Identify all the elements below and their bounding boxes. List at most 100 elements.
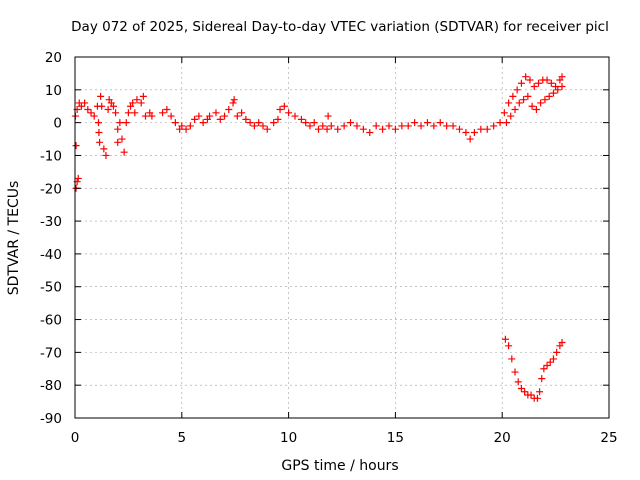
data-point — [230, 96, 238, 104]
data-point — [229, 99, 237, 107]
data-point — [112, 109, 120, 117]
data-point — [87, 109, 95, 117]
data-point — [411, 119, 419, 127]
y-tick-label: -70 — [40, 345, 62, 361]
x-axis-label: GPS time / hours — [281, 458, 398, 474]
data-point — [310, 119, 318, 127]
data-point — [250, 122, 258, 130]
data-point — [509, 92, 517, 100]
data-point — [528, 102, 536, 110]
data-point — [541, 96, 549, 104]
data-point — [285, 109, 293, 117]
data-point — [517, 384, 525, 392]
data-point — [84, 106, 92, 114]
data-point — [302, 119, 310, 127]
data-point — [206, 112, 214, 120]
data-point — [353, 122, 361, 130]
data-point — [558, 339, 566, 347]
data-point — [443, 122, 451, 130]
data-point — [148, 112, 156, 120]
x-tick-label: 5 — [178, 430, 187, 446]
data-point — [98, 102, 106, 110]
data-point — [94, 119, 102, 127]
data-point — [522, 73, 530, 81]
data-point — [122, 119, 130, 127]
data-point — [455, 125, 463, 133]
y-tick-label: -80 — [40, 378, 62, 394]
data-point — [97, 92, 105, 100]
data-point — [114, 125, 122, 133]
data-point — [477, 125, 485, 133]
data-point — [124, 109, 132, 117]
y-tick-label: -50 — [40, 280, 62, 296]
data-point — [449, 122, 457, 130]
data-point — [391, 125, 399, 133]
data-point — [104, 106, 112, 114]
y-tick-label: -90 — [40, 411, 62, 427]
data-point — [109, 102, 117, 110]
data-point — [340, 122, 348, 130]
y-tick-label: -30 — [40, 214, 62, 230]
data-point — [423, 119, 431, 127]
data-point — [540, 365, 548, 373]
data-point — [129, 99, 137, 107]
data-point — [263, 125, 271, 133]
data-point — [141, 112, 149, 120]
x-tick-label: 10 — [280, 430, 297, 446]
data-point — [526, 76, 534, 84]
x-tick-label: 20 — [494, 430, 511, 446]
data-point — [537, 99, 545, 107]
data-point — [259, 122, 267, 130]
data-point — [199, 119, 207, 127]
data-point — [462, 128, 470, 136]
y-tick-label: -20 — [40, 181, 62, 197]
data-point — [116, 119, 124, 127]
data-point — [159, 109, 167, 117]
data-point — [517, 79, 525, 87]
y-tick-label: -10 — [40, 148, 62, 164]
chart-title: Day 072 of 2025, Sidereal Day-to-day VTE… — [71, 19, 609, 35]
data-point — [496, 119, 504, 127]
data-point — [347, 119, 355, 127]
data-point — [280, 102, 288, 110]
data-point — [511, 368, 519, 376]
data-point — [417, 122, 425, 130]
data-point — [532, 106, 540, 114]
data-point — [131, 109, 139, 117]
data-point — [543, 361, 551, 369]
data-point — [385, 122, 393, 130]
data-point — [72, 142, 80, 150]
data-point — [430, 122, 438, 130]
data-point — [139, 92, 147, 100]
x-tick-label: 15 — [387, 430, 404, 446]
data-point — [533, 394, 541, 402]
data-point — [553, 348, 561, 356]
data-point — [242, 115, 250, 123]
data-point — [527, 391, 535, 399]
data-point — [216, 115, 224, 123]
data-point — [501, 335, 509, 343]
data-point — [74, 174, 82, 182]
x-tick-label: 0 — [71, 430, 80, 446]
data-point — [163, 106, 171, 114]
data-point — [95, 128, 103, 136]
data-point — [507, 112, 515, 120]
data-point — [530, 83, 538, 91]
data-point — [515, 99, 523, 107]
data-point — [276, 106, 284, 114]
data-point — [554, 86, 562, 94]
data-point — [366, 128, 374, 136]
grid-layer — [75, 57, 609, 418]
data-point — [114, 138, 122, 146]
data-point — [102, 151, 110, 159]
data-point — [319, 122, 327, 130]
data-point — [535, 79, 543, 87]
data-point — [291, 112, 299, 120]
data-point — [466, 135, 474, 143]
data-point — [404, 122, 412, 130]
data-point — [558, 73, 566, 81]
data-point — [238, 109, 246, 117]
data-point — [558, 83, 566, 91]
data-point — [543, 76, 551, 84]
